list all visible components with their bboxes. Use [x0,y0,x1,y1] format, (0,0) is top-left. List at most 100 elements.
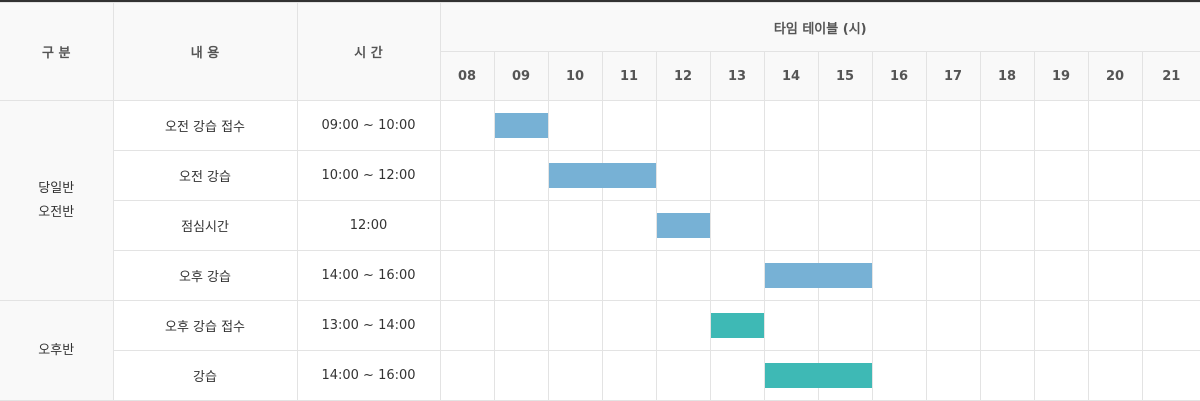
hour-header: 16 [871,51,927,101]
hour-slot [439,150,495,201]
hour-slot [1087,250,1143,301]
group-label-line: 오전반 [38,204,75,220]
row-time: 14:00 ~ 16:00 [296,350,441,401]
hour-slot [601,200,657,251]
table-row: 오후 강습 14:00 ~ 16:00 [0,250,1200,301]
hour-slot [1141,250,1200,301]
hour-slot [1033,300,1089,351]
group-label: 오후반 [0,300,114,401]
hour-slot [925,350,981,401]
hour-slot [817,250,873,301]
timetable-body: 당일반 오전반 오전 강습 접수 09:00 ~ 10:00 오전 강습 10:00 ~ … [0,100,1200,401]
hour-slot [763,350,872,401]
hour-slot [763,200,819,251]
hour-slot [1087,150,1143,201]
row-content: 강습 [113,350,298,401]
row-time: 13:00 ~ 14:00 [296,300,441,351]
hour-slot [979,150,1035,201]
table-row: 오후반 오후 강습 접수 13:00 ~ 14:00 [0,300,1200,401]
hour-header: 18 [979,51,1035,101]
hour-slot [871,150,927,201]
hour-slot [493,300,549,351]
group-label-line: 당일반 [38,180,75,196]
hour-slot [1141,150,1200,201]
table-row: 오전 강습 10:00 ~ 12:00 [0,150,1200,201]
hour-slot [601,250,657,301]
row-time: 12:00 [296,200,441,251]
hour-header: 19 [1033,51,1089,101]
hour-slot [817,100,873,151]
row-time: 14:00 ~ 16:00 [296,250,441,301]
hour-slot [763,100,819,151]
hour-slot [439,100,495,151]
header-content: 내 용 [112,2,298,101]
hour-slot [979,100,1035,151]
hour-slot [655,200,711,251]
hour-slot [547,250,603,301]
hour-slot [601,350,657,401]
hour-slot [763,250,872,301]
header-category: 구 분 [0,2,114,101]
row-content: 오전 강습 접수 [112,100,298,151]
table-row: 점심시간 12:00 [0,200,1200,251]
hour-slot [1141,350,1200,401]
hour-slot [547,100,603,151]
hour-slot [925,150,981,201]
hour-slot [871,200,927,251]
group-label-line: 오후반 [38,342,75,358]
hour-header: 08 [440,51,495,101]
hour-slot [709,350,765,401]
hour-slot [1087,200,1143,251]
hour-slot [493,250,549,301]
hour-slot [871,350,927,401]
hour-slot [439,300,495,351]
hour-slot [547,300,603,351]
row-content: 점심시간 [113,200,298,251]
hour-slot [979,250,1035,301]
hour-slot [493,350,549,401]
hour-header: 13 [709,51,765,101]
hour-slot [1141,100,1200,151]
hour-header: 15 [817,51,873,101]
hour-slot [709,100,765,151]
hour-slot [871,300,927,351]
hour-slot [979,350,1035,401]
hour-slot [439,250,495,301]
row-content: 오전 강습 [113,150,298,201]
hour-slot [1033,350,1089,401]
table-row: 강습 14:00 ~ 16:00 [0,350,1200,401]
hour-slot [817,200,873,251]
hour-slot [493,150,549,201]
hour-slot [1141,300,1200,351]
hour-slot [763,300,819,351]
hour-slot [709,150,765,201]
hour-slot [925,250,981,301]
hour-header: 21 [1141,51,1200,101]
hour-slot [655,300,711,351]
schedule-bar [656,213,710,238]
hour-slot [547,150,656,201]
hour-slot [439,350,495,401]
hour-slot [547,350,603,401]
hour-header: 14 [763,51,819,101]
hour-slot [1087,350,1143,401]
hour-slot [871,100,927,151]
schedule-bar [494,113,548,138]
hour-slot [925,100,981,151]
hour-slot [817,300,873,351]
hour-slot [655,350,711,401]
hour-slot [655,100,711,151]
hour-slot [925,200,981,251]
hour-header: 20 [1087,51,1143,101]
hour-slot [1033,250,1089,301]
header-time: 시 간 [296,2,441,101]
hour-slot [1087,300,1143,351]
hour-slot [655,150,711,201]
hour-header: 12 [655,51,711,101]
hour-slot [709,200,765,251]
row-content: 오후 강습 [113,250,298,301]
hour-slot [709,250,765,301]
